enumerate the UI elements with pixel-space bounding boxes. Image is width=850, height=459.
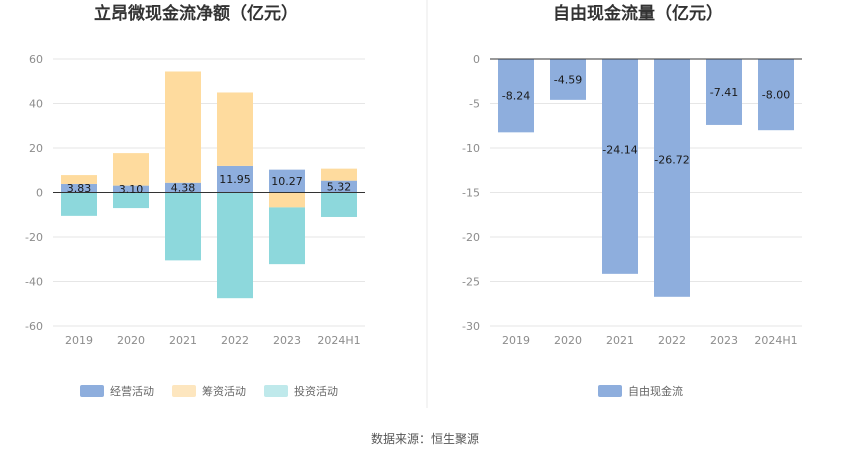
right-gridlines	[490, 103, 802, 327]
bar-筹资活动-2022	[217, 92, 253, 166]
y-tick-label: -20	[25, 231, 43, 244]
bar-自由现金流-2023	[706, 59, 742, 125]
data-label: -7.41	[710, 86, 738, 99]
y-tick-label: -60	[25, 320, 43, 333]
y-tick-label: -10	[462, 142, 480, 155]
legend-label: 筹资活动	[202, 384, 246, 398]
data-label: 10.27	[271, 175, 303, 188]
legend-swatch-自由现金流	[598, 385, 622, 397]
left-legend: 经营活动 筹资活动 投资活动	[80, 384, 338, 398]
bar-经营活动-2023	[269, 169, 305, 193]
legend-label: 自由现金流	[628, 384, 683, 398]
x-tick-label: 2019	[65, 334, 93, 347]
bar-投资活动-2023	[269, 207, 305, 265]
legend-label: 投资活动	[294, 384, 338, 398]
data-label: 3.10	[119, 183, 144, 196]
bar-筹资活动-2023	[269, 192, 305, 208]
x-tick-label: 2021	[606, 334, 634, 347]
bar-筹资活动-2024H1	[321, 168, 357, 181]
bar-经营活动-2019	[61, 183, 97, 193]
left-data-labels: 3.83 3.10 4.38 11.95 10.27 5.32	[67, 173, 352, 196]
data-label: -26.72	[654, 154, 689, 167]
y-tick-label: 20	[29, 142, 43, 155]
x-tick-label: 2020	[554, 334, 582, 347]
x-tick-label: 2022	[658, 334, 686, 347]
right-y-ticks: 0 -5 -10 -15 -20 -25 -30	[462, 53, 480, 333]
left-x-ticks: 2019 2020 2021 2022 2023 2024H1	[65, 334, 361, 347]
y-tick-label: -40	[25, 276, 43, 289]
bar-筹资活动-2019	[61, 175, 97, 184]
x-tick-label: 2019	[502, 334, 530, 347]
right-bars	[498, 59, 794, 297]
x-tick-label: 2021	[169, 334, 197, 347]
x-tick-label: 2024H1	[754, 334, 797, 347]
y-tick-label: 0	[36, 187, 43, 200]
left-bars	[61, 71, 357, 299]
bar-经营活动-2024H1	[321, 180, 357, 193]
bar-筹资活动-2021	[165, 71, 201, 183]
x-tick-label: 2024H1	[317, 334, 360, 347]
bar-自由现金流-2019	[498, 59, 534, 133]
bar-投资活动-2022	[217, 192, 253, 299]
data-label: -4.59	[554, 73, 582, 86]
bar-自由现金流-2022	[654, 59, 690, 297]
x-tick-label: 2023	[710, 334, 738, 347]
legend-swatch-投资活动	[264, 385, 288, 397]
y-tick-label: -20	[462, 231, 480, 244]
y-tick-label: -15	[462, 187, 480, 200]
legend-swatch-筹资活动	[172, 385, 196, 397]
right-legend: 自由现金流	[598, 384, 683, 398]
bar-自由现金流-2020	[550, 59, 586, 100]
y-tick-label: -5	[469, 98, 480, 111]
bar-经营活动-2020	[113, 185, 149, 193]
data-label: -24.14	[602, 144, 637, 157]
right-chart: 自由现金流量（亿元） 0 -5 -10 -15 -20 -25 -30 -8.24 -4.59…	[462, 3, 802, 398]
y-tick-label: 60	[29, 53, 43, 66]
bar-投资活动-2019	[61, 192, 97, 216]
bar-自由现金流-2024H1	[758, 59, 794, 131]
bar-经营活动-2021	[165, 182, 201, 193]
legend-swatch-经营活动	[80, 385, 104, 397]
bar-筹资活动-2020	[113, 153, 149, 186]
right-data-labels: -8.24 -4.59 -24.14 -26.72 -7.41 -8.00	[502, 73, 790, 166]
data-label: 5.32	[327, 181, 352, 194]
right-x-ticks: 2019 2020 2021 2022 2023 2024H1	[502, 334, 798, 347]
data-label: 11.95	[219, 173, 251, 186]
x-tick-label: 2023	[273, 334, 301, 347]
y-tick-label: -30	[462, 320, 480, 333]
bar-自由现金流-2021	[602, 59, 638, 274]
bar-投资活动-2024H1	[321, 192, 357, 217]
data-label: -8.00	[762, 89, 790, 102]
x-tick-label: 2022	[221, 334, 249, 347]
y-tick-label: -25	[462, 276, 480, 289]
data-label: 4.38	[171, 182, 196, 195]
legend-label: 经营活动	[110, 384, 154, 398]
y-tick-label: 0	[473, 53, 480, 66]
data-label: -8.24	[502, 90, 530, 103]
left-y-ticks: 60 40 20 0 -20 -40 -60	[25, 53, 43, 333]
left-chart-title: 立昂微现金流净额（亿元）	[94, 3, 298, 24]
x-tick-label: 2020	[117, 334, 145, 347]
bar-经营活动-2022	[217, 165, 253, 193]
bar-投资活动-2021	[165, 192, 201, 261]
left-chart: 立昂微现金流净额（亿元） 60 40 20 0 -20 -40 -60 3.83 3.10 4.…	[25, 3, 365, 398]
data-label: 3.83	[67, 182, 92, 195]
right-chart-title: 自由现金流量（亿元）	[553, 3, 723, 24]
y-tick-label: 40	[29, 98, 43, 111]
bar-投资活动-2020	[113, 192, 149, 209]
data-source: 数据来源：恒生聚源	[371, 431, 479, 446]
